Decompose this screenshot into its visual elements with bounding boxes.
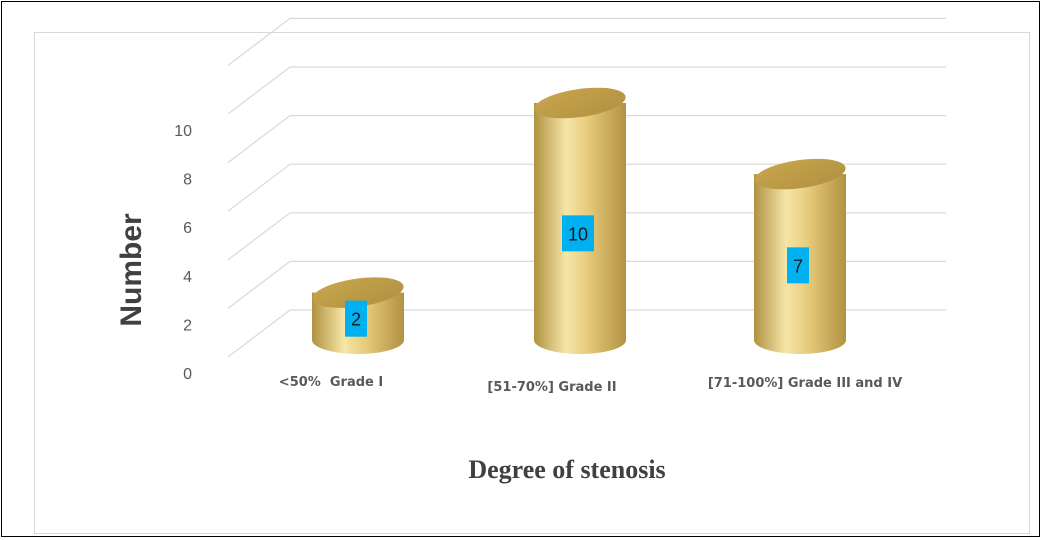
data-label: 10: [568, 224, 588, 244]
gridline: [227, 260, 946, 309]
y-tick-label: 2: [183, 317, 192, 334]
x-axis-categories: <50% Grade I [51-70%] Grade II [71-100%] G…: [279, 375, 902, 395]
data-label: 7: [793, 256, 803, 276]
bar-top: [534, 87, 626, 119]
gridline: [227, 212, 946, 261]
gridline: [227, 309, 946, 358]
gridline: [227, 66, 946, 115]
bar-top: [312, 277, 404, 308]
data-label-box: [787, 247, 809, 284]
x-category-label: [51-70%] Grade II: [487, 380, 616, 395]
x-category-label: <50% Grade I: [279, 375, 383, 390]
data-label-box: [562, 215, 594, 252]
y-tick-label: 6: [183, 220, 192, 237]
bar: 10: [534, 87, 626, 354]
gridline: [227, 163, 946, 212]
y-axis-title: Number: [115, 213, 148, 327]
bar: 7: [754, 158, 846, 354]
gridline: [227, 17, 946, 66]
data-label-box: [345, 300, 367, 337]
x-category-label: [71-100%] Grade III and IV: [708, 376, 902, 391]
data-label: 2: [351, 310, 361, 330]
bar: 2: [312, 277, 404, 354]
bar-top: [754, 158, 846, 190]
y-tick-label: 10: [174, 123, 192, 140]
gridline: [227, 114, 946, 164]
y-tick-label: 4: [183, 269, 192, 286]
y-axis-ticks: 0 2 4 6 8 10: [174, 123, 192, 383]
bars: 2 10 7: [312, 87, 846, 354]
y-tick-label: 8: [183, 172, 192, 189]
gridlines: [227, 17, 946, 358]
x-axis-title: Degree of stenosis: [468, 455, 665, 484]
y-tick-label: 0: [183, 366, 192, 383]
